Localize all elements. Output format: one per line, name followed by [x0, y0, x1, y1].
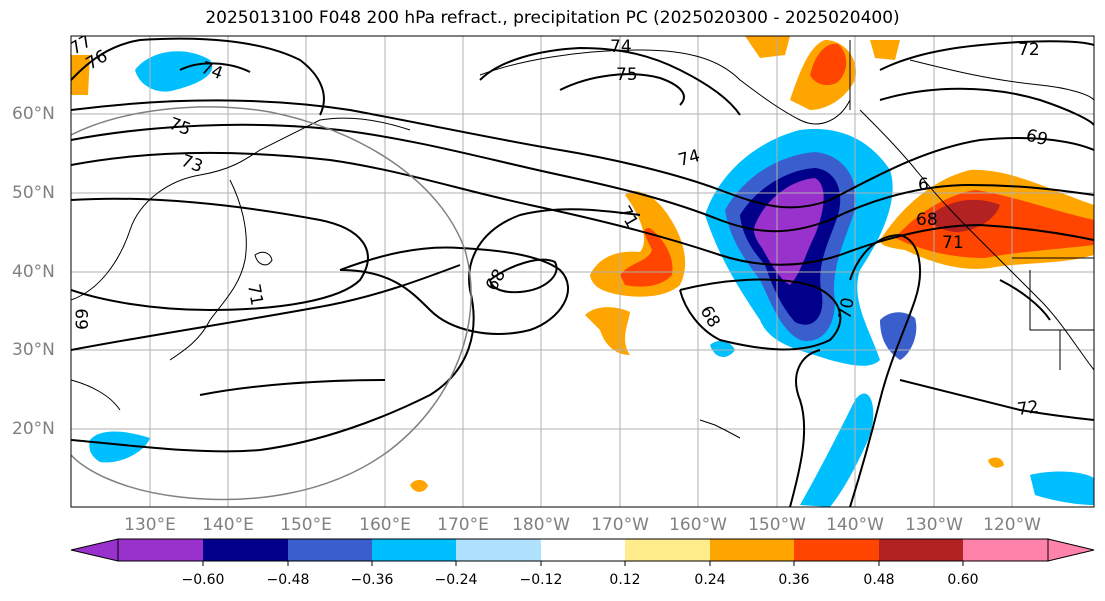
colorbar-segment: [541, 539, 625, 561]
contour-label: 71: [243, 282, 266, 307]
colorbar-tick-label: −0.36: [350, 572, 394, 588]
colorbar-segment: [794, 539, 879, 561]
colorbar-segment: [372, 539, 456, 561]
lon-label: 170°E: [437, 515, 489, 535]
contour-label: 69: [73, 308, 93, 330]
precip-shading: [71, 36, 1094, 507]
lon-label: 170°W: [591, 515, 649, 535]
lon-label: 160°E: [359, 515, 411, 535]
contour-label: 74: [610, 37, 632, 57]
colorbar-tick-label: 0.60: [947, 572, 979, 588]
lon-label: 120°W: [983, 515, 1041, 535]
lon-label: 140°W: [826, 515, 884, 535]
range-circle: [71, 106, 472, 501]
pos-patch-small-b: [988, 457, 1004, 468]
contour-label: 71: [942, 233, 964, 253]
coastlines: [71, 40, 1094, 439]
colorbar-tick-label: 0.48: [863, 572, 895, 588]
lon-label: 140°E: [202, 515, 254, 535]
colorbar-segment: [625, 539, 710, 561]
lat-label: 50°N: [12, 183, 55, 203]
neg-patch-mid: [880, 312, 917, 360]
pos-patch-small-a: [410, 479, 428, 492]
lat-label: 30°N: [12, 340, 55, 360]
map-frame: [70, 35, 1095, 508]
lon-label: 130°E: [124, 515, 176, 535]
colorbar-tick-label: −0.12: [519, 572, 563, 588]
lon-label: 160°W: [669, 515, 727, 535]
neg-patch-west: [89, 431, 150, 463]
colorbar-segment: [879, 539, 963, 561]
contour-label: 72: [1018, 40, 1040, 60]
contour-label: 68: [916, 210, 938, 230]
colorbar-tick-label: 0.12: [609, 572, 641, 588]
colorbar-segment: [118, 539, 203, 561]
colorbar-tick-label: 0.24: [694, 572, 726, 588]
colorbar-segment: [456, 539, 541, 561]
lat-label: 40°N: [12, 262, 55, 282]
colorbar-segment: [963, 539, 1048, 561]
pos-anomaly-ne-max: [930, 199, 1000, 232]
contour-label: 75: [616, 65, 638, 85]
colorbar-segment: [203, 539, 288, 561]
colorbar-segment: [710, 539, 794, 561]
lon-label: 150°W: [748, 515, 806, 535]
pos-anomaly-b: [585, 307, 630, 355]
colorbar-tick-label: −0.48: [266, 572, 310, 588]
pos-patch-left: [71, 55, 90, 95]
chart-title: 2025013100 F048 200 hPa refract., precip…: [205, 8, 900, 28]
pos-anomaly-ak-core: [810, 43, 847, 86]
contour-label: 6: [918, 175, 929, 195]
neg-patch-siberia: [135, 51, 213, 92]
colorbar-tick-label: −0.60: [181, 572, 225, 588]
colorbar-arrow-right: [1047, 538, 1095, 562]
pos-anomaly-top-right: [870, 40, 900, 60]
contour-label: 72: [1016, 397, 1040, 420]
pos-anomaly-top: [745, 36, 790, 58]
neg-patch-se: [1030, 471, 1094, 505]
lat-label: 60°N: [12, 104, 55, 124]
lon-label: 130°W: [905, 515, 963, 535]
lon-label: 180°W: [512, 515, 570, 535]
contour-label: 70: [835, 296, 858, 321]
colorbar-arrow-left: [70, 538, 119, 562]
lat-label: 20°N: [12, 419, 55, 439]
colorbar-tick-label: −0.24: [434, 572, 478, 588]
colorbar-segment: [288, 539, 372, 561]
neg-patch-small: [710, 340, 735, 357]
refractivity-contours: [71, 37, 1094, 507]
colorbar-tick-label: 0.36: [778, 572, 810, 588]
colorbar: [70, 538, 1095, 566]
lon-label: 150°E: [280, 515, 332, 535]
contour-label-group: 77 76 74 74 75 75 73 74 71 68 68 70 68 7…: [71, 36, 1050, 420]
